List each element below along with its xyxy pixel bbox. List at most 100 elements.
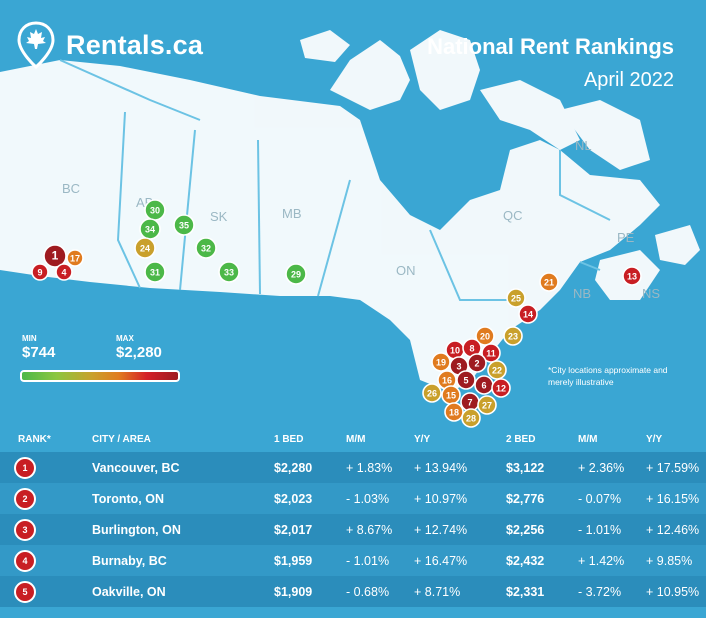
city-marker: 11 — [481, 343, 501, 363]
cell-1bed-mm: + 1.83% — [346, 460, 393, 475]
city-marker: 14 — [518, 304, 538, 324]
region-label: ON — [396, 263, 416, 278]
cell-2bed-price: $3,122 — [506, 460, 545, 475]
city-marker: 24 — [134, 237, 156, 259]
city-marker: 21 — [539, 272, 559, 292]
city-marker: 15 — [441, 385, 461, 405]
marker-rank-label: 35 — [179, 221, 189, 231]
cell-1bed-yy: + 12.74% — [414, 522, 468, 537]
legend-gradient-bar — [20, 370, 180, 382]
marker-circle — [481, 343, 501, 363]
marker-rank-label: 6 — [481, 381, 486, 391]
city-marker: 4 — [55, 263, 73, 281]
city-marker: 20 — [475, 326, 495, 346]
marker-rank-label: 15 — [446, 391, 456, 401]
marker-circle — [444, 402, 464, 422]
marker-rank-label: 31 — [150, 268, 160, 278]
rank-badge: 2 — [14, 487, 36, 510]
cell-1bed-mm: - 0.68% — [346, 584, 390, 599]
cell-2bed-yy: + 17.59% — [646, 460, 700, 475]
cell-2bed-price: $2,331 — [506, 584, 545, 599]
header-1bed-mm: M/M — [346, 433, 366, 445]
marker-circle — [491, 378, 511, 398]
marker-rank-label: 7 — [467, 398, 472, 408]
marker-rank-label: 22 — [492, 366, 502, 376]
marker-circle — [467, 353, 487, 373]
marker-rank-label: 13 — [627, 272, 637, 282]
city-marker: 30 — [144, 199, 166, 221]
marker-rank-label: 1 — [52, 249, 59, 263]
cell-2bed-yy: + 10.95% — [646, 584, 700, 599]
city-marker: 33 — [218, 261, 240, 283]
table-row: 4 Burnaby, BC $1,959 - 1.01% + 16.47% $2,432 +… — [0, 545, 706, 576]
city-marker: 32 — [195, 237, 217, 259]
marker-circle — [506, 288, 526, 308]
marker-rank-label: 29 — [291, 270, 301, 280]
marker-rank-label: 16 — [442, 376, 452, 386]
city-marker: 25 — [506, 288, 526, 308]
cell-1bed-price: $1,909 — [274, 584, 313, 599]
table-header-row: RANK* CITY / AREA 1 BED M/M Y/Y 2 BED M/… — [0, 426, 706, 452]
cell-rank: 1 — [0, 452, 70, 483]
cell-1bed-yy: + 13.94% — [414, 460, 468, 475]
marker-rank-label: 3 — [456, 362, 461, 372]
canada-map: BC AB SK MB ON QC NL NB PE NS 1491730342… — [0, 30, 700, 428]
marker-rank-label: 14 — [523, 310, 533, 320]
city-marker: 31 — [144, 261, 166, 283]
cell-2bed-yy: + 16.15% — [646, 491, 700, 506]
marker-rank-label: 21 — [544, 278, 554, 288]
city-marker: 35 — [173, 214, 195, 236]
marker-rank-label: 2 — [474, 359, 479, 369]
marker-circle — [431, 352, 451, 372]
marker-circle — [461, 408, 481, 428]
marker-rank-label: 5 — [463, 376, 468, 386]
marker-rank-label: 9 — [37, 268, 42, 278]
city-marker: 2 — [467, 353, 487, 373]
marker-rank-label: 18 — [449, 408, 459, 418]
cell-city: Oakville, ON — [92, 584, 166, 599]
region-label: QC — [503, 208, 523, 223]
city-marker: 22 — [487, 360, 507, 380]
marker-circle — [518, 304, 538, 324]
city-marker: 34 — [139, 218, 161, 240]
marker-rank-label: 34 — [145, 225, 155, 235]
table-row: 5 Oakville, ON $1,909 - 0.68% + 8.71% $2,331 -… — [0, 576, 706, 607]
cell-rank: 2 — [0, 483, 70, 514]
legend-max-value: $2,280 — [116, 344, 162, 361]
marker-circle — [487, 360, 507, 380]
city-marker: 12 — [491, 378, 511, 398]
marker-circle — [539, 272, 559, 292]
cell-1bed-mm: - 1.03% — [346, 491, 390, 506]
province-borders — [59, 59, 611, 301]
cell-2bed-mm: - 0.07% — [578, 491, 622, 506]
table-row: 3 Burlington, ON $2,017 + 8.67% + 12.74% $2,2… — [0, 514, 706, 545]
cell-1bed-yy: + 10.97% — [414, 491, 468, 506]
cell-2bed-price: $2,432 — [506, 553, 545, 568]
cell-2bed-price: $2,776 — [506, 491, 545, 506]
cell-1bed-mm: + 8.67% — [346, 522, 393, 537]
marker-rank-label: 24 — [140, 244, 150, 254]
city-marker: 5 — [456, 370, 476, 390]
land-mass — [0, 30, 700, 392]
marker-circle — [144, 261, 166, 283]
legend-min-value: $744 — [22, 344, 56, 361]
city-marker: 19 — [431, 352, 451, 372]
cell-city: Toronto, ON — [92, 491, 164, 506]
header-1bed-yy: Y/Y — [414, 433, 431, 445]
page-subtitle: April 2022 — [583, 69, 674, 91]
cell-1bed-price: $2,023 — [274, 491, 313, 506]
marker-circle — [195, 237, 217, 259]
city-marker: 27 — [477, 395, 497, 415]
rank-badge: 1 — [14, 456, 36, 479]
marker-rank-label: 27 — [482, 401, 492, 411]
marker-circle — [477, 395, 497, 415]
marker-rank-label: 33 — [224, 268, 234, 278]
marker-rank-label: 12 — [496, 384, 506, 394]
cell-city: Burlington, ON — [92, 522, 181, 537]
cell-1bed-yy: + 8.71% — [414, 584, 461, 599]
marker-circle — [43, 244, 67, 268]
cell-2bed-mm: + 2.36% — [578, 460, 625, 475]
city-marker: 29 — [285, 263, 307, 285]
cell-1bed-price: $2,017 — [274, 522, 313, 537]
